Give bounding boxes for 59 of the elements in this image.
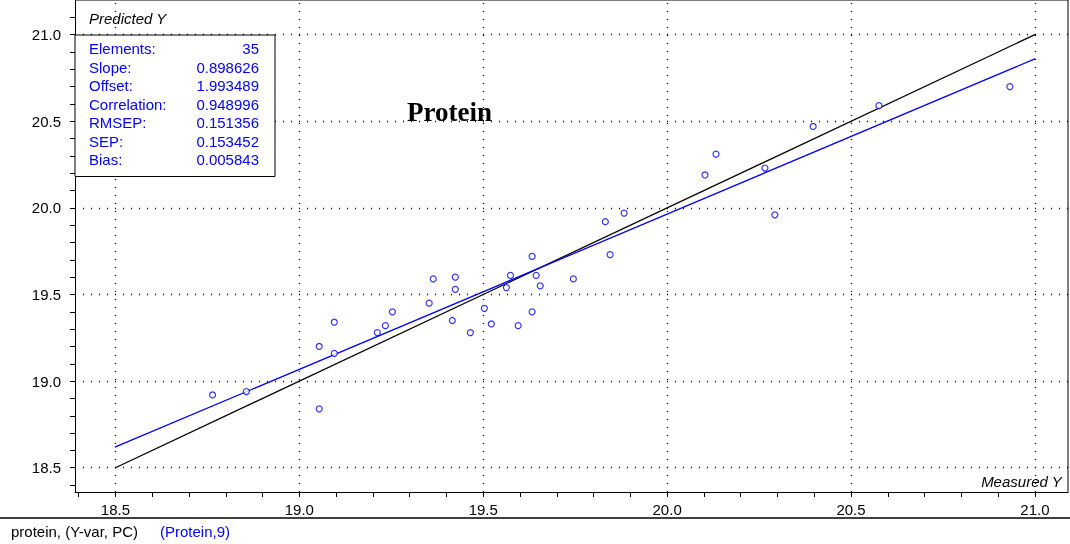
text: Protein — [407, 96, 492, 127]
point — [425, 299, 433, 307]
text: Slope: 0.898626 — [89, 58, 259, 76]
point — [532, 271, 540, 280]
text: SEP: 0.153452 — [89, 132, 259, 150]
point — [480, 304, 488, 312]
y-tick-label: 19.0 — [31, 372, 61, 390]
point — [620, 209, 628, 217]
y-axis-title: Predicted Y — [89, 10, 168, 27]
point — [429, 275, 437, 283]
x-axis-title: Measured Y — [981, 473, 1063, 490]
y-tick-label: 20.5 — [31, 112, 61, 130]
text: Elements: 35 — [89, 40, 259, 57]
point — [569, 275, 577, 283]
point — [528, 308, 536, 316]
point — [528, 252, 536, 260]
text: Offset: 1.993489 — [89, 77, 259, 94]
point — [514, 322, 522, 330]
x-tick-label: 19.0 — [284, 501, 314, 518]
text: Bias: 0.005843 — [89, 151, 259, 168]
point — [502, 283, 510, 292]
point — [388, 308, 396, 316]
point — [373, 329, 381, 337]
point — [1006, 83, 1014, 91]
text: Correlation: 0.948996 — [89, 95, 259, 113]
text: protein, (Y-var, PC) — [11, 523, 138, 540]
point — [601, 218, 609, 226]
point — [506, 271, 515, 280]
point — [761, 164, 769, 172]
point — [381, 322, 389, 330]
y-tick-label: 20.0 — [31, 199, 61, 217]
x-tick-label: 20.0 — [652, 501, 682, 518]
point — [451, 273, 459, 281]
point — [466, 329, 474, 337]
point — [701, 171, 709, 179]
x-tick-label: 19.5 — [468, 501, 498, 518]
point — [875, 102, 883, 110]
x-tick-label: 20.5 — [836, 501, 866, 518]
point — [448, 316, 456, 325]
text: RMSEP: 0.151356 — [89, 114, 259, 131]
x-tick-label: 18.5 — [100, 501, 131, 518]
y-tick-label: 21.0 — [31, 26, 61, 44]
y-tick-label: 18.5 — [31, 459, 61, 477]
point — [330, 349, 338, 358]
point — [606, 251, 614, 259]
point — [536, 282, 544, 290]
point — [771, 211, 779, 219]
point — [208, 391, 217, 399]
point — [451, 285, 459, 293]
point — [330, 318, 338, 326]
point — [809, 122, 817, 131]
text: (Protein,9) — [160, 523, 231, 540]
point — [487, 320, 495, 328]
point — [242, 387, 250, 396]
point — [712, 150, 720, 158]
x-tick-label: 21.0 — [1020, 501, 1050, 518]
y-tick-label: 19.5 — [31, 286, 61, 304]
point — [315, 342, 323, 351]
point — [315, 405, 323, 413]
